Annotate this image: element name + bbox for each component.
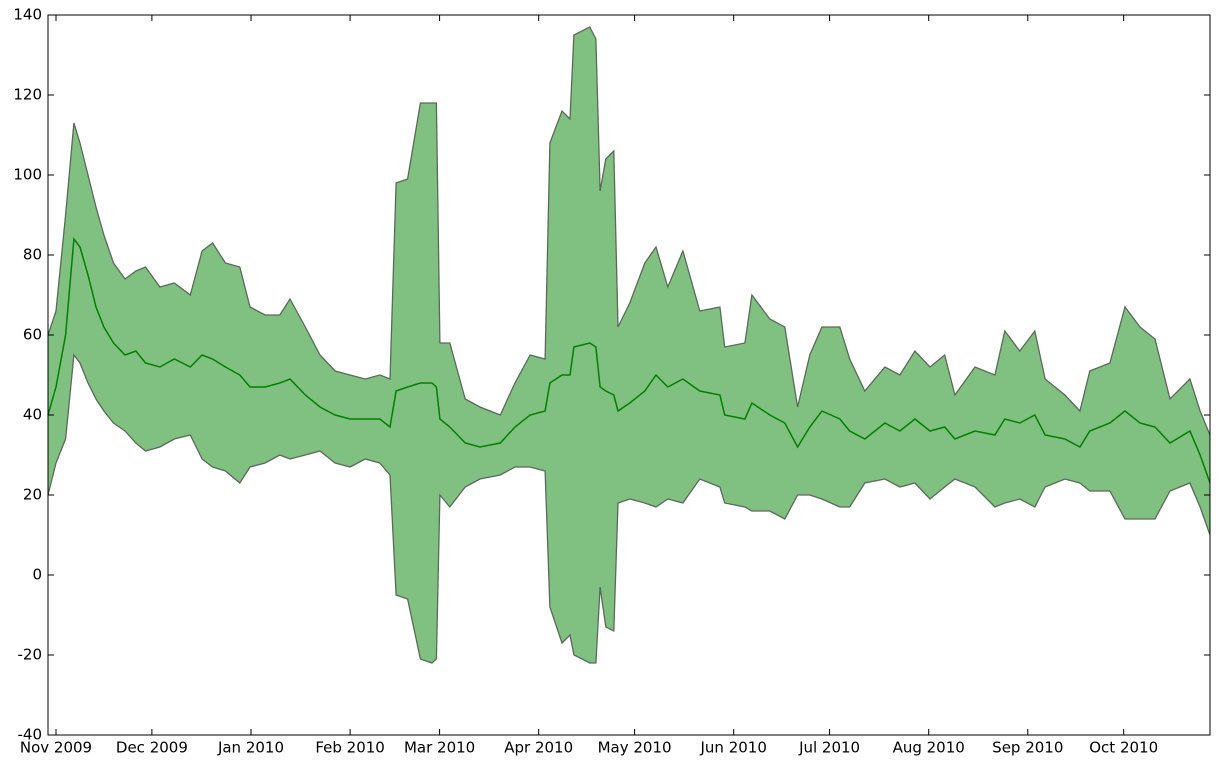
y-tick-label: 120 [13, 86, 42, 104]
band-fill [48, 27, 1210, 663]
x-tick-label: Feb 2010 [315, 739, 385, 757]
x-tick-label: Jul 2010 [798, 739, 860, 757]
y-tick-label: -20 [18, 646, 43, 664]
x-tick-label: Dec 2009 [116, 739, 188, 757]
y-tick-label: 100 [13, 166, 42, 184]
x-tick-label: Oct 2010 [1089, 739, 1158, 757]
plot-frame [47, 14, 1211, 736]
x-tick-label: Mar 2010 [404, 739, 475, 757]
y-tick-label: 20 [23, 486, 42, 504]
band-upper-edge [47, 26, 1211, 436]
y-tick-label: 60 [23, 326, 42, 344]
x-tick-label: Apr 2010 [504, 739, 573, 757]
y-tick-label: 80 [23, 246, 42, 264]
x-tick-label: Aug 2010 [893, 739, 965, 757]
y-tick-label: -40 [18, 726, 43, 744]
x-tick-label: Jun 2010 [699, 739, 766, 757]
x-tick-label: Nov 2009 [20, 739, 92, 757]
x-tick-label: Jan 2010 [217, 739, 284, 757]
y-tick-label: 0 [32, 566, 42, 584]
x-tick-label: May 2010 [598, 739, 672, 757]
line [47, 237, 1211, 484]
y-tick-label: 140 [13, 6, 42, 24]
x-tick-label: Sep 2010 [992, 739, 1063, 757]
band-lower-edge [47, 353, 1211, 664]
y-tick-label: 40 [23, 406, 42, 424]
